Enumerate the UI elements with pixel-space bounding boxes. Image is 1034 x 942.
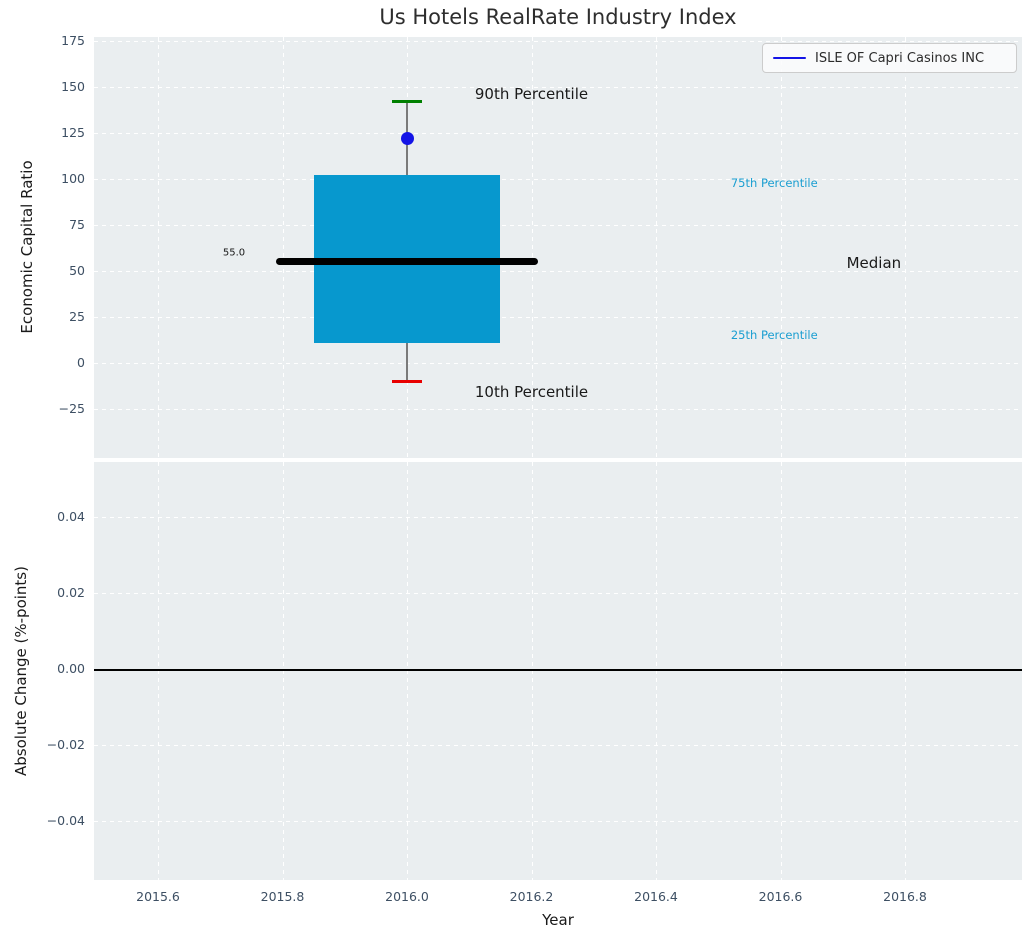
- gridline-v: [905, 37, 906, 458]
- gridline-h: [94, 409, 1022, 410]
- gridline-v: [158, 37, 159, 458]
- p10-cap: [392, 379, 422, 383]
- gridline-v: [656, 462, 657, 880]
- y-tick-label: −0.04: [46, 813, 85, 828]
- annotation-90th-percentile: 90th Percentile: [474, 85, 589, 104]
- zero-line: [94, 669, 1022, 671]
- median-line: [276, 258, 538, 266]
- x-tick-label: 2015.8: [260, 889, 305, 904]
- y-tick-label: 125: [61, 125, 85, 140]
- gridline-h: [94, 517, 1022, 518]
- annotation-median: Median: [846, 253, 902, 272]
- chart-title: Us Hotels RealRate Industry Index: [379, 5, 737, 29]
- gridline-v: [407, 462, 408, 880]
- x-tick-label: 2015.6: [136, 889, 180, 904]
- x-tick-label: 2016.8: [883, 889, 927, 904]
- gridline-h: [94, 363, 1022, 364]
- gridline-h: [94, 225, 1022, 226]
- gridline-h: [94, 41, 1022, 42]
- legend: ISLE OF Capri Casinos INC: [762, 43, 1017, 73]
- annotation-25th-percentile: 25th Percentile: [730, 328, 818, 343]
- bottom-plot-area: [94, 462, 1022, 880]
- gridline-v: [282, 37, 284, 458]
- gridline-v: [531, 462, 533, 880]
- gridline-h: [94, 317, 1022, 318]
- gridline-v: [158, 462, 159, 880]
- annotation-55-0: 55.0: [222, 247, 246, 259]
- top-plot-area: [94, 37, 1022, 458]
- y-tick-label: 0: [77, 355, 85, 370]
- p90-cap: [392, 100, 422, 104]
- company-point-dot: [400, 132, 414, 146]
- y-tick-label: 25: [69, 309, 85, 324]
- gridline-h: [94, 87, 1022, 88]
- gridline-v: [656, 37, 657, 458]
- gridline-v: [780, 462, 782, 880]
- gridline-h: [94, 271, 1022, 272]
- y-tick-label: −25: [58, 401, 85, 416]
- y-tick-label: 100: [61, 171, 85, 186]
- legend-line-sample: [773, 56, 806, 60]
- x-axis-label: Year: [542, 911, 574, 929]
- y-tick-label: 50: [69, 263, 85, 278]
- gridline-v: [282, 462, 284, 880]
- gridline-v: [531, 37, 533, 458]
- y-tick-label: −0.02: [46, 737, 85, 752]
- legend-label: ISLE OF Capri Casinos INC: [815, 50, 985, 66]
- gridline-h: [94, 745, 1022, 746]
- y-tick-label: 0.02: [57, 585, 85, 600]
- gridline-h: [94, 593, 1022, 594]
- gridline-v: [905, 462, 906, 880]
- gridline-h: [94, 133, 1022, 134]
- annotation-10th-percentile: 10th Percentile: [474, 383, 589, 402]
- x-tick-label: 2016.2: [509, 889, 554, 904]
- y-tick-label: 0.04: [57, 509, 85, 524]
- x-tick-label: 2016.4: [634, 889, 678, 904]
- y-tick-label: 75: [69, 217, 85, 232]
- y-tick-label: 0.00: [57, 661, 85, 676]
- annotation-75th-percentile: 75th Percentile: [730, 175, 818, 190]
- y-tick-label: 150: [61, 79, 85, 94]
- x-tick-label: 2016.0: [385, 889, 429, 904]
- x-tick-label: 2016.6: [758, 889, 803, 904]
- gridline-v: [780, 37, 782, 458]
- gridline-h: [94, 821, 1022, 822]
- gridline-h: [94, 179, 1022, 180]
- y-tick-label: 175: [61, 33, 85, 48]
